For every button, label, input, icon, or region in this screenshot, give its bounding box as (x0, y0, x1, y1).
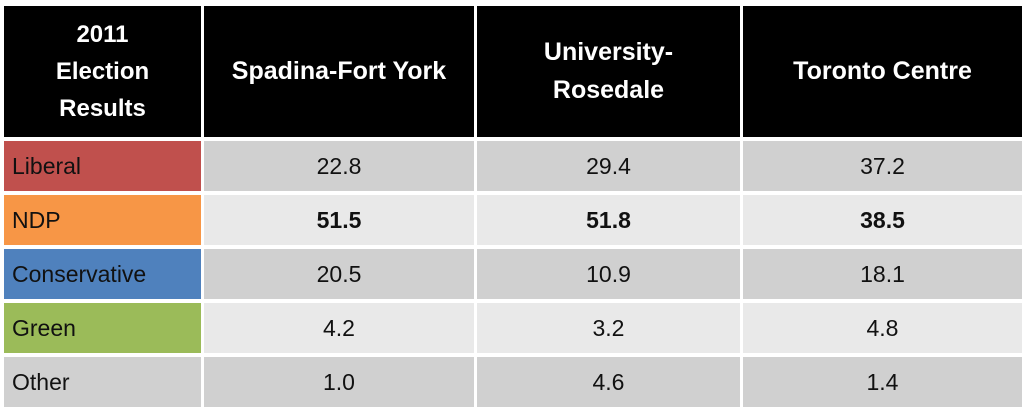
header-cell: 2011 Election Results (4, 6, 201, 137)
party-cell: Other (4, 357, 201, 407)
header-cell: Spadina-Fort York (204, 6, 474, 137)
value-cell: 1.0 (204, 357, 474, 407)
party-cell: Green (4, 303, 201, 353)
value-cell: 3.2 (477, 303, 740, 353)
table-row: Liberal 22.8 29.4 37.2 (4, 141, 1022, 191)
value-cell: 29.4 (477, 141, 740, 191)
value-cell: 38.5 (743, 195, 1022, 245)
table-row: Green 4.2 3.2 4.8 (4, 303, 1022, 353)
value-cell: 51.5 (204, 195, 474, 245)
value-cell: 10.9 (477, 249, 740, 299)
table-row: Conservative 20.5 10.9 18.1 (4, 249, 1022, 299)
party-cell: Conservative (4, 249, 201, 299)
value-cell: 4.8 (743, 303, 1022, 353)
value-cell: 18.1 (743, 249, 1022, 299)
value-cell: 20.5 (204, 249, 474, 299)
table-body: Liberal 22.8 29.4 37.2 NDP 51.5 51.8 38.5 Conser… (4, 141, 1022, 407)
header-cell: University-Rosedale (477, 6, 740, 137)
party-cell: NDP (4, 195, 201, 245)
value-cell: 4.2 (204, 303, 474, 353)
header-cell: Toronto Centre (743, 6, 1022, 137)
value-cell: 1.4 (743, 357, 1022, 407)
table-row: NDP 51.5 51.8 38.5 (4, 195, 1022, 245)
party-cell: Liberal (4, 141, 201, 191)
value-cell: 37.2 (743, 141, 1022, 191)
table-row: Other 1.0 4.6 1.4 (4, 357, 1022, 407)
value-cell: 4.6 (477, 357, 740, 407)
value-cell: 22.8 (204, 141, 474, 191)
header-row: 2011 Election Results Spadina-Fort York … (4, 6, 1022, 137)
value-cell: 51.8 (477, 195, 740, 245)
